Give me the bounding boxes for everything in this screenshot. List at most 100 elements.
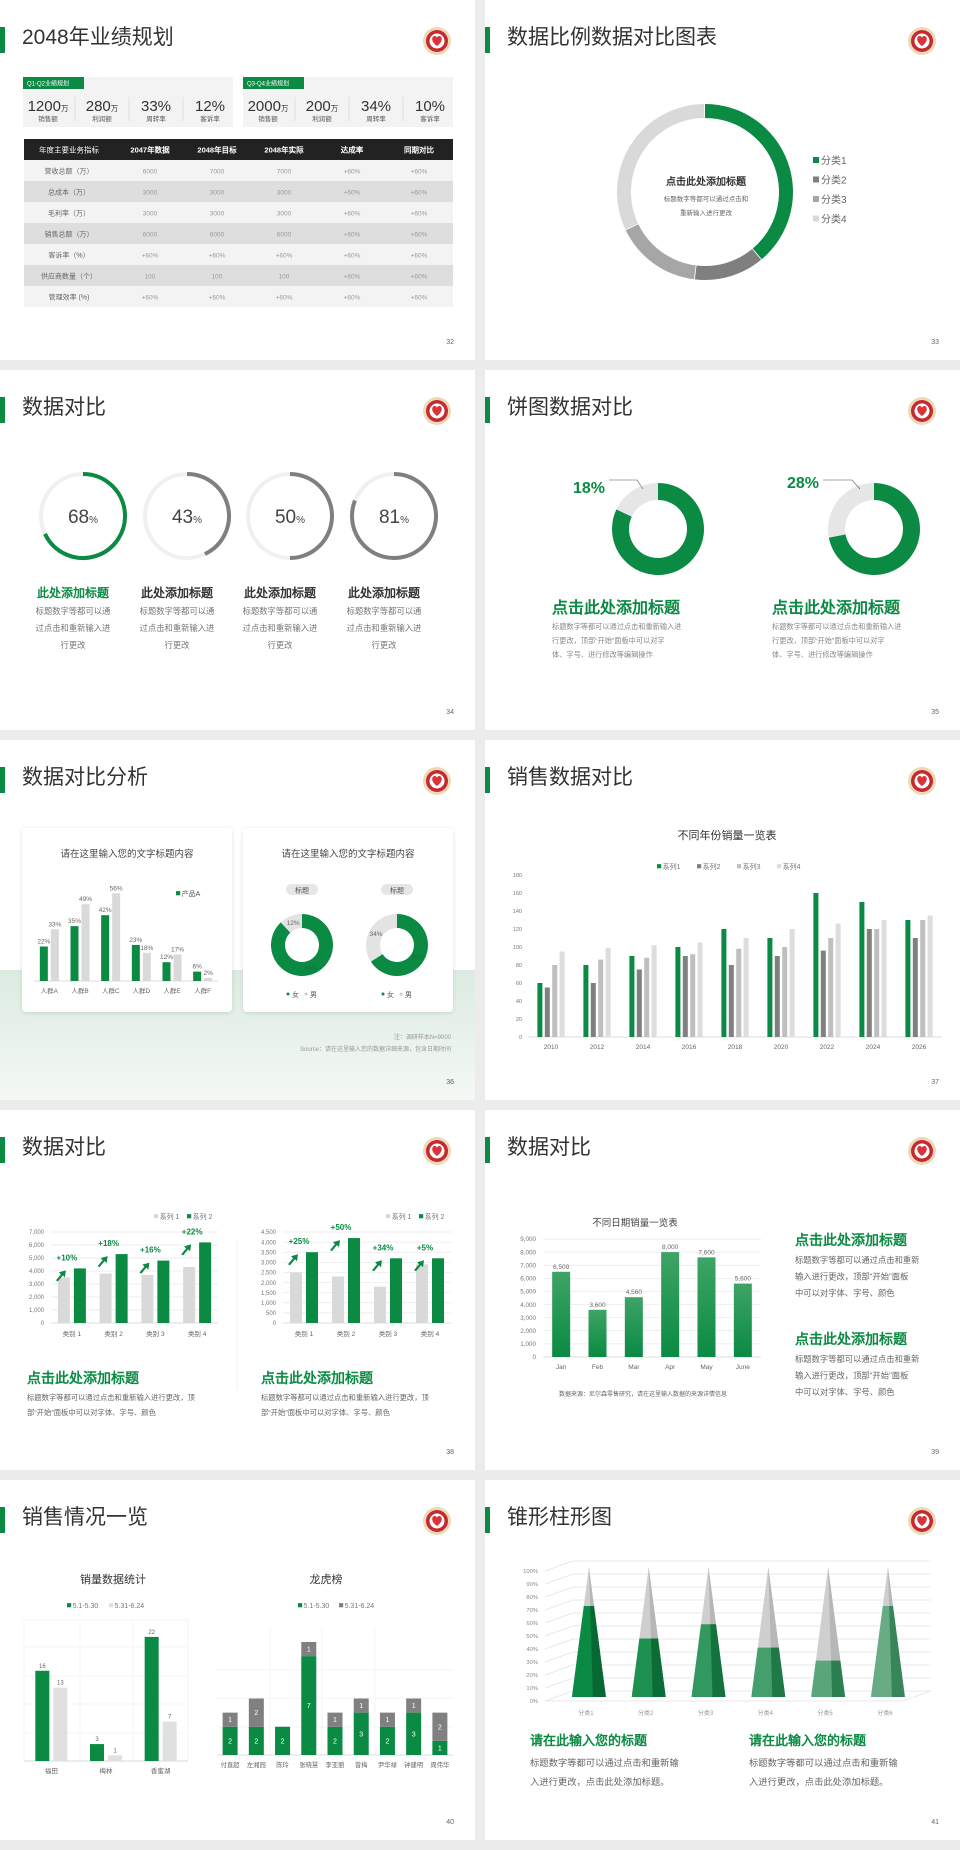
legend-dot — [286, 992, 290, 996]
body-text: 标题数字等都可以通过点击和重新输入进行更改，顶 — [27, 1393, 196, 1402]
slide-34[interactable]: 68% 此处添加标题 标题数字等都可以通 过点击和重新输入进 行更改 43% 此处添加标题标… — [0, 370, 475, 730]
bar — [90, 1744, 104, 1761]
legend-label: 分类2 — [821, 174, 847, 187]
bar-value-label: 1 — [438, 1745, 442, 1752]
y-tick-label: 2,000 — [261, 1281, 277, 1287]
y-tick-label: 20 — [516, 1017, 522, 1023]
bar — [353, 1712, 369, 1755]
growth-annotation: +22% — [182, 1227, 203, 1236]
bar — [828, 938, 834, 1037]
table-cell: +60% — [344, 274, 361, 281]
body-text: 标题数字等都可以通 — [140, 606, 215, 616]
growth-arrow-icon — [139, 1262, 150, 1274]
y-tick-label: 4,500 — [261, 1230, 277, 1236]
bar — [537, 983, 543, 1037]
heart-icon — [917, 776, 927, 786]
donut-slice — [705, 104, 793, 260]
bar — [222, 1726, 238, 1755]
legend-swatch — [298, 1603, 303, 1608]
slide-canvas: 18% 点击此处添加标题标题数字等都可以通过点击和重新输入进行更改，顶部“开始”面… — [552, 397, 936, 659]
body-text: 过点击和重新输入进 — [36, 623, 111, 633]
progress-number: 43 — [172, 507, 193, 528]
legend-label: 系列 2 — [193, 1212, 213, 1221]
slide-33[interactable]: 分类1 分类2 分类3 分类4 点击此处添加标题 标题数字等都可以通过点击和 重新输入进行更… — [485, 0, 960, 360]
body-text: 部“开始”面板中可以对字体、字号、颜色 — [27, 1408, 157, 1417]
y-tick-label: 0% — [530, 1699, 538, 1705]
kpi-number: 10% — [415, 98, 445, 115]
bar — [222, 1712, 238, 1727]
bar-value-label: 2% — [203, 970, 213, 977]
donut-slice — [617, 104, 705, 230]
title-accent-bar — [0, 397, 5, 423]
bar — [859, 902, 865, 1037]
page-number: 40 — [446, 1819, 454, 1826]
bar-value-label: 3 — [359, 1731, 363, 1738]
x-tick-label: 2020 — [774, 1044, 789, 1051]
kpi-label: 客诉率 — [200, 114, 220, 123]
slide-39[interactable]: 不同日期销量一览表 0 1,000 2,000 3,000 4,000 5,000 6,000… — [485, 1110, 960, 1470]
bar — [306, 1252, 318, 1323]
bar — [173, 954, 182, 981]
gridline — [544, 1599, 931, 1611]
y-tick-label: 7,000 — [520, 1262, 536, 1269]
bar — [101, 915, 110, 981]
body-text: 行更改 — [372, 640, 398, 650]
body-text: 行更改 — [165, 640, 191, 650]
x-tick-label: 人群D — [132, 986, 150, 995]
title-accent-bar — [485, 1507, 490, 1533]
item-title: 此处添加标题 — [37, 585, 110, 600]
x-tick-label: 类别 2 — [337, 1329, 356, 1338]
slide-37[interactable]: 不同年份销量一览表 系列1 系列2 系列3 系列4 0 20 40 60 80 100 120 140 1… — [485, 740, 960, 1100]
gridline — [544, 1677, 931, 1689]
slide-32[interactable]: Q1-Q2业绩规划 1200万 销售额 280万 利润额 33% 周转率 12% 客诉率 Q3-Q… — [0, 0, 475, 360]
y-tick-label: 4,000 — [520, 1302, 536, 1309]
slide-35[interactable]: 18% 点击此处添加标题 标题数字等都可以通过点击和重新输入进 行更改，顶部“开始”面… — [485, 370, 960, 730]
legend-swatch — [813, 196, 819, 202]
y-tick-label: 80% — [526, 1595, 538, 1601]
y-tick-label: 9,000 — [520, 1236, 536, 1243]
slide-38[interactable]: 0 1,000 2,000 3,000 4,000 5,000 6,000 7,000 类别 1… — [0, 1110, 475, 1470]
bar — [99, 1273, 112, 1323]
kpi-label: 销售额 — [258, 114, 278, 123]
slide-36[interactable]: 请在这里输入您的文字标题内容 请在这里输入您的文字标题内容 人群A 22% 33% 人群B… — [0, 740, 475, 1100]
table-cell: 6000 — [143, 232, 158, 239]
emblem-logo — [908, 27, 936, 55]
donut-slice — [370, 914, 428, 976]
table-cell: +60% — [344, 169, 361, 176]
growth-annotation: +10% — [57, 1253, 78, 1262]
page-number: 34 — [446, 709, 454, 716]
kpi-value: 1200万 — [28, 98, 69, 115]
cone-bar-shade — [651, 1638, 666, 1697]
bar-value-label: 18% — [140, 945, 153, 952]
bar — [432, 1258, 444, 1323]
kpi-value: 33% — [141, 98, 171, 115]
heart-icon — [432, 1516, 442, 1526]
bar-value-label: 2 — [438, 1724, 442, 1731]
slide-title: 数据对比 — [22, 396, 106, 419]
growth-arrow-icon — [372, 1260, 382, 1272]
bar — [774, 956, 780, 1037]
pill-label: 标题 — [390, 886, 404, 895]
kpi-tag-label: Q3-Q4业绩规划 — [247, 80, 289, 88]
table-cell: 毛利率（万） — [48, 209, 90, 218]
slide-40[interactable]: 销量数据统计 5.1-5.30 5.31-6.24 福田 16 13 梅林 3 1 香蜜湖 22 7 龙… — [0, 1480, 475, 1840]
card-title: 请在这里输入您的文字标题内容 — [60, 848, 194, 860]
chart-title: 不同日期销量一览表 — [592, 1217, 678, 1229]
bar — [866, 929, 872, 1037]
percent-callout: 18% — [573, 480, 605, 497]
y-tick-label: 2,000 — [520, 1328, 536, 1335]
slide-41[interactable]: 0% 10% 20% 30% 40% 50% 60% 70% 80% 90% 100% 分类1 分类2 分… — [485, 1480, 960, 1840]
bar — [588, 1309, 607, 1357]
progress-number: 81 — [379, 507, 400, 528]
bar — [881, 920, 887, 1037]
bar-value-label: 1 — [385, 1717, 389, 1724]
bar — [651, 945, 657, 1037]
slide-title: 数据比例数据对比图表 — [507, 26, 717, 49]
y-tick-label: 4,000 — [261, 1240, 277, 1246]
kpi-value: 2000万 — [248, 98, 289, 115]
bar-value-label: 1 — [412, 1703, 416, 1710]
donut-slice — [828, 483, 920, 575]
legend-label: 系列 1 — [160, 1212, 180, 1221]
progress-unit: % — [193, 515, 202, 526]
cone-bar-shade — [590, 1606, 606, 1697]
